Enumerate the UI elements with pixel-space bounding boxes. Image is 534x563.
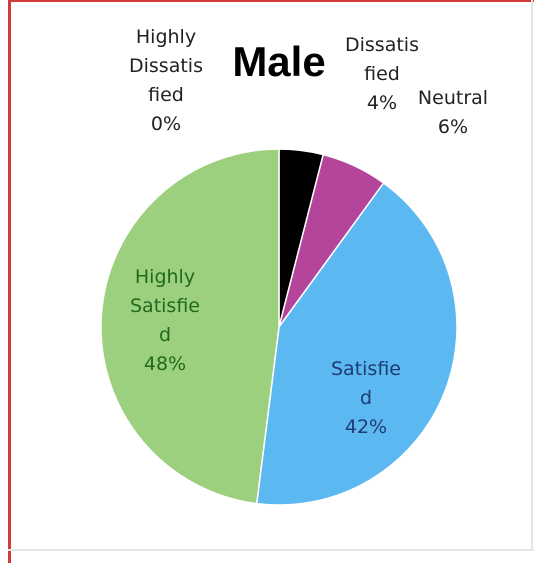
slice-label-line: d xyxy=(360,387,372,409)
slice-label-line: Dissatis xyxy=(345,34,419,56)
slice-label: Highly Satisfie d 48% xyxy=(130,266,200,375)
slice-label-line: d xyxy=(159,324,171,346)
frame-border-top xyxy=(8,0,534,2)
frame-border-right xyxy=(531,0,533,551)
pie-slices xyxy=(100,148,458,506)
slice-percent: 48% xyxy=(144,353,186,375)
slice-percent: 42% xyxy=(345,416,387,438)
slice-label: Dissatis fied 4% xyxy=(345,34,419,114)
slice-percent: 4% xyxy=(367,92,397,114)
slice-label-line: Dissatis xyxy=(129,55,203,77)
frame-border-left xyxy=(8,0,11,563)
slice-label-line: Satisfie xyxy=(130,295,200,317)
chart-title: Male xyxy=(232,38,325,85)
slice-percent: 0% xyxy=(151,113,181,135)
slice-label: Highly Dissatis fied 0% xyxy=(129,26,203,135)
slice-label-line: Neutral xyxy=(418,87,488,109)
pie-slice xyxy=(100,148,280,505)
slice-label-line: fied xyxy=(148,84,184,106)
pie-labels: Highly Dissatis fied 0% Dissatis fied 4% Neutra… xyxy=(129,26,488,438)
frame-border-bottom xyxy=(8,549,534,551)
slice-label-line: Highly xyxy=(135,266,195,288)
slice-label-line: Satisfie xyxy=(331,358,401,380)
slice-label: Neutral 6% xyxy=(418,87,488,138)
pie-slice xyxy=(255,181,458,506)
slice-label-line: fied xyxy=(364,63,400,85)
slice-label: Satisfie d 42% xyxy=(331,358,401,438)
slice-percent: 6% xyxy=(438,116,468,138)
slice-label-line: Highly xyxy=(136,26,196,48)
